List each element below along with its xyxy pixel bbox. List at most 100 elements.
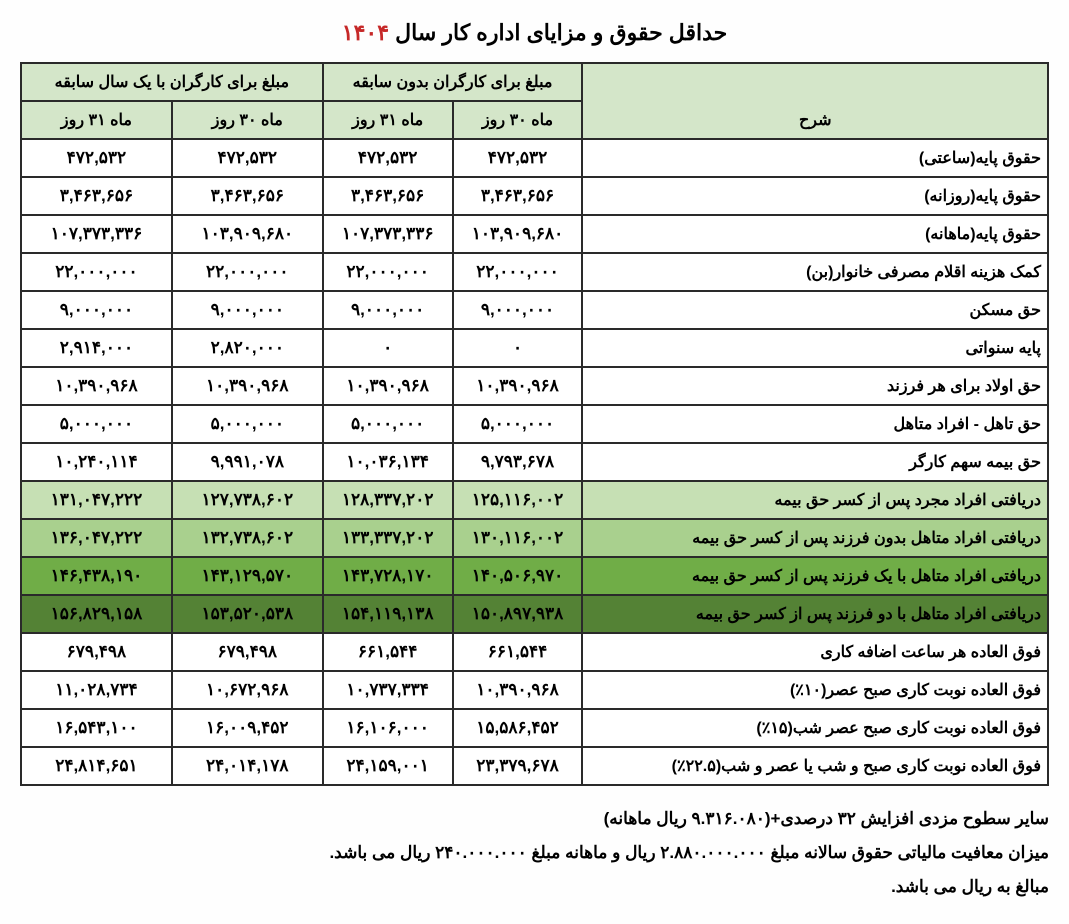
table-row: دریافتی افراد متاهل با دو فرزند پس از کس… [21,595,1048,633]
row-value-a30: ۱۲۵,۱۱۶,۰۰۲ [453,481,583,519]
row-value-b31: ۱۴۶,۴۳۸,۱۹۰ [21,557,172,595]
row-value-b30: ۱۵۳,۵۲۰,۵۳۸ [172,595,323,633]
table-row: فوق العاده نوبت کاری صبح و شب یا عصر و ش… [21,747,1048,785]
row-value-b30: ۲,۸۲۰,۰۰۰ [172,329,323,367]
table-row: فوق العاده نوبت کاری صبح عصر شب(۱۵٪)۱۵,۵… [21,709,1048,747]
row-desc: حق اولاد برای هر فرزند [582,367,1048,405]
footer-line-2: میزان معافیت مالیاتی حقوق سالانه مبلغ ۲.… [20,836,1049,870]
row-value-a30: ۲۳,۳۷۹,۶۷۸ [453,747,583,785]
row-value-b30: ۱۰,۶۷۲,۹۶۸ [172,671,323,709]
row-desc: فوق العاده نوبت کاری صبح عصر شب(۱۵٪) [582,709,1048,747]
row-value-b31: ۱۳۶,۰۴۷,۲۲۲ [21,519,172,557]
row-value-a30: ۹,۷۹۳,۶۷۸ [453,443,583,481]
row-value-b30: ۲۴,۰۱۴,۱۷۸ [172,747,323,785]
footer-notes: سایر سطوح مزدی افزایش ۳۲ درصدی+(۹.۳۱۶.۰۸… [20,802,1049,904]
row-value-b31: ۶۷۹,۴۹۸ [21,633,172,671]
row-value-a31: ۱۶,۱۰۶,۰۰۰ [323,709,453,747]
row-desc: دریافتی افراد متاهل بدون فرزند پس از کسر… [582,519,1048,557]
row-value-a30: ۰ [453,329,583,367]
row-desc: دریافتی افراد متاهل با دو فرزند پس از کس… [582,595,1048,633]
row-value-b30: ۱۲۷,۷۳۸,۶۰۲ [172,481,323,519]
row-value-b30: ۵,۰۰۰,۰۰۰ [172,405,323,443]
row-value-b31: ۵,۰۰۰,۰۰۰ [21,405,172,443]
row-desc: فوق العاده هر ساعت اضافه کاری [582,633,1048,671]
row-value-a31: ۱۵۴,۱۱۹,۱۳۸ [323,595,453,633]
row-value-b30: ۱۰,۳۹۰,۹۶۸ [172,367,323,405]
row-value-a30: ۱۰,۳۹۰,۹۶۸ [453,367,583,405]
row-value-a31: ۲۴,۱۵۹,۰۰۱ [323,747,453,785]
row-desc: حق مسکن [582,291,1048,329]
row-value-a31: ۱۰,۰۳۶,۱۳۴ [323,443,453,481]
table-row: فوق العاده نوبت کاری صبح عصر(۱۰٪)۱۰,۳۹۰,… [21,671,1048,709]
header-one-year: مبلغ برای کارگران با یک سال سابقه [21,63,323,101]
table-row: دریافتی افراد مجرد پس از کسر حق بیمه۱۲۵,… [21,481,1048,519]
header-noexp-m31: ماه ۳۱ روز [323,101,453,139]
row-value-a31: ۴۷۲,۵۳۲ [323,139,453,177]
row-value-b31: ۱۳۱,۰۴۷,۲۲۲ [21,481,172,519]
row-value-b30: ۹,۹۹۱,۰۷۸ [172,443,323,481]
row-value-b31: ۲۴,۸۱۴,۶۵۱ [21,747,172,785]
row-desc: حقوق پایه(ساعتی) [582,139,1048,177]
row-value-a31: ۳,۴۶۳,۶۵۶ [323,177,453,215]
row-value-b31: ۱۶,۵۴۳,۱۰۰ [21,709,172,747]
row-desc: حق بیمه سهم کارگر [582,443,1048,481]
table-row: حقوق پایه(ماهانه)۱۰۳,۹۰۹,۶۸۰۱۰۷,۳۷۳,۳۳۶۱… [21,215,1048,253]
row-value-a31: ۱۴۳,۷۲۸,۱۷۰ [323,557,453,595]
table-row: حقوق پایه(روزانه)۳,۴۶۳,۶۵۶۳,۴۶۳,۶۵۶۳,۴۶۳… [21,177,1048,215]
row-value-b31: ۲,۹۱۴,۰۰۰ [21,329,172,367]
row-value-b30: ۳,۴۶۳,۶۵۶ [172,177,323,215]
table-row: حق تاهل - افراد متاهل۵,۰۰۰,۰۰۰۵,۰۰۰,۰۰۰۵… [21,405,1048,443]
title-year: ۱۴۰۴ [342,20,389,45]
row-value-a30: ۱۵,۵۸۶,۴۵۲ [453,709,583,747]
page-title: حداقل حقوق و مزایای اداره کار سال ۱۴۰۴ [20,20,1049,46]
row-value-b31: ۱۰۷,۳۷۳,۳۳۶ [21,215,172,253]
footer-line-3: مبالغ به ریال می باشد. [20,870,1049,904]
row-desc: حق تاهل - افراد متاهل [582,405,1048,443]
header-one-m31: ماه ۳۱ روز [21,101,172,139]
row-value-b31: ۱۱,۰۲۸,۷۳۴ [21,671,172,709]
table-row: فوق العاده هر ساعت اضافه کاری۶۶۱,۵۴۴۶۶۱,… [21,633,1048,671]
table-body: حقوق پایه(ساعتی)۴۷۲,۵۳۲۴۷۲,۵۳۲۴۷۲,۵۳۲۴۷۲… [21,139,1048,785]
row-desc: فوق العاده نوبت کاری صبح عصر(۱۰٪) [582,671,1048,709]
row-value-b30: ۱۴۳,۱۲۹,۵۷۰ [172,557,323,595]
row-value-b31: ۲۲,۰۰۰,۰۰۰ [21,253,172,291]
row-value-b31: ۱۵۶,۸۲۹,۱۵۸ [21,595,172,633]
row-desc: حقوق پایه(ماهانه) [582,215,1048,253]
row-desc: پایه سنواتی [582,329,1048,367]
row-value-a30: ۳,۴۶۳,۶۵۶ [453,177,583,215]
row-value-a31: ۱۰,۳۹۰,۹۶۸ [323,367,453,405]
row-value-a30: ۶۶۱,۵۴۴ [453,633,583,671]
row-value-b30: ۲۲,۰۰۰,۰۰۰ [172,253,323,291]
row-value-a31: ۶۶۱,۵۴۴ [323,633,453,671]
row-value-b30: ۴۷۲,۵۳۲ [172,139,323,177]
row-value-a31: ۰ [323,329,453,367]
row-value-b31: ۱۰,۳۹۰,۹۶۸ [21,367,172,405]
row-value-b31: ۱۰,۲۴۰,۱۱۴ [21,443,172,481]
row-value-b30: ۶۷۹,۴۹۸ [172,633,323,671]
row-value-b31: ۳,۴۶۳,۶۵۶ [21,177,172,215]
footer-line-1: سایر سطوح مزدی افزایش ۳۲ درصدی+(۹.۳۱۶.۰۸… [20,802,1049,836]
table-row: کمک هزینه اقلام مصرفی خانوار(بن) ۲۲,۰۰۰,۰… [21,253,1048,291]
row-value-b30: ۱۶,۰۰۹,۴۵۲ [172,709,323,747]
row-desc: دریافتی افراد مجرد پس از کسر حق بیمه [582,481,1048,519]
row-value-a31: ۱۲۸,۳۳۷,۲۰۲ [323,481,453,519]
row-desc: دریافتی افراد متاهل با یک فرزند پس از کس… [582,557,1048,595]
row-value-b31: ۹,۰۰۰,۰۰۰ [21,291,172,329]
row-value-a30: ۱۰,۳۹۰,۹۶۸ [453,671,583,709]
header-desc: شرح [582,63,1048,139]
table-row: حق اولاد برای هر فرزند۱۰,۳۹۰,۹۶۸۱۰,۳۹۰,۹… [21,367,1048,405]
table-row: دریافتی افراد متاهل بدون فرزند پس از کسر… [21,519,1048,557]
table-header-row-1: شرح مبلغ برای کارگران بدون سابقه مبلغ بر… [21,63,1048,101]
title-text: حداقل حقوق و مزایای اداره کار سال [389,20,727,45]
table-row: پایه سنواتی۰۰۲,۸۲۰,۰۰۰۲,۹۱۴,۰۰۰ [21,329,1048,367]
header-no-exp: مبلغ برای کارگران بدون سابقه [323,63,583,101]
row-value-a31: ۱۳۳,۳۳۷,۲۰۲ [323,519,453,557]
row-desc: کمک هزینه اقلام مصرفی خانوار(بن) [582,253,1048,291]
row-value-a31: ۹,۰۰۰,۰۰۰ [323,291,453,329]
row-value-a30: ۱۳۰,۱۱۶,۰۰۲ [453,519,583,557]
salary-table: شرح مبلغ برای کارگران بدون سابقه مبلغ بر… [20,62,1049,786]
row-value-a30: ۱۴۰,۵۰۶,۹۷۰ [453,557,583,595]
table-row: حق بیمه سهم کارگر۹,۷۹۳,۶۷۸۱۰,۰۳۶,۱۳۴۹,۹۹… [21,443,1048,481]
row-value-a31: ۵,۰۰۰,۰۰۰ [323,405,453,443]
row-value-a30: ۴۷۲,۵۳۲ [453,139,583,177]
